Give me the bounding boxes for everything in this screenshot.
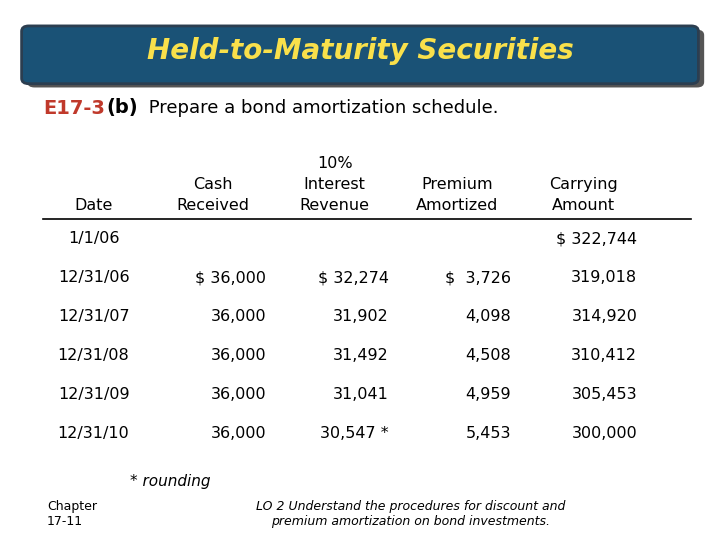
Text: $  3,726: $ 3,726	[445, 270, 511, 285]
Text: 4,508: 4,508	[465, 348, 511, 363]
Text: Carrying: Carrying	[549, 177, 618, 192]
Text: 310,412: 310,412	[571, 348, 637, 363]
Text: Chapter
17-11: Chapter 17-11	[47, 500, 96, 528]
Text: 12/31/07: 12/31/07	[58, 309, 130, 324]
Text: 5,453: 5,453	[466, 426, 511, 441]
FancyBboxPatch shape	[27, 30, 704, 87]
Text: 31,041: 31,041	[333, 387, 389, 402]
Text: Date: Date	[74, 198, 113, 213]
Text: 12/31/09: 12/31/09	[58, 387, 130, 402]
Text: 36,000: 36,000	[211, 348, 266, 363]
Text: 10%: 10%	[317, 156, 353, 171]
Text: 36,000: 36,000	[211, 309, 266, 324]
Text: 36,000: 36,000	[211, 426, 266, 441]
Text: 36,000: 36,000	[211, 387, 266, 402]
Text: 305,453: 305,453	[572, 387, 637, 402]
Text: 12/31/10: 12/31/10	[58, 426, 130, 441]
Text: Premium: Premium	[421, 177, 493, 192]
Text: $ 322,744: $ 322,744	[556, 231, 637, 246]
Text: 12/31/06: 12/31/06	[58, 270, 130, 285]
Text: Cash: Cash	[193, 177, 232, 192]
Text: Received: Received	[176, 198, 249, 213]
Text: 319,018: 319,018	[571, 270, 637, 285]
Text: E17-3: E17-3	[43, 98, 105, 118]
Text: Amortized: Amortized	[416, 198, 498, 213]
Text: 31,902: 31,902	[333, 309, 389, 324]
Text: * rounding: * rounding	[130, 474, 210, 489]
Text: Prepare a bond amortization schedule.: Prepare a bond amortization schedule.	[143, 99, 498, 117]
Text: 300,000: 300,000	[572, 426, 637, 441]
Text: 30,547 *: 30,547 *	[320, 426, 389, 441]
Text: 31,492: 31,492	[333, 348, 389, 363]
Text: 4,959: 4,959	[466, 387, 511, 402]
Text: 1/1/06: 1/1/06	[68, 231, 120, 246]
Text: $ 36,000: $ 36,000	[195, 270, 266, 285]
FancyBboxPatch shape	[22, 26, 698, 84]
Text: 12/31/08: 12/31/08	[58, 348, 130, 363]
Text: $ 32,274: $ 32,274	[318, 270, 389, 285]
Text: LO 2 Understand the procedures for discount and
premium amortization on bond inv: LO 2 Understand the procedures for disco…	[256, 500, 565, 528]
Text: 4,098: 4,098	[465, 309, 511, 324]
Text: Held-to-Maturity Securities: Held-to-Maturity Securities	[147, 37, 573, 65]
Text: (b): (b)	[107, 98, 138, 118]
Text: Revenue: Revenue	[300, 198, 370, 213]
Text: 314,920: 314,920	[572, 309, 637, 324]
Text: Amount: Amount	[552, 198, 615, 213]
Text: Interest: Interest	[304, 177, 366, 192]
